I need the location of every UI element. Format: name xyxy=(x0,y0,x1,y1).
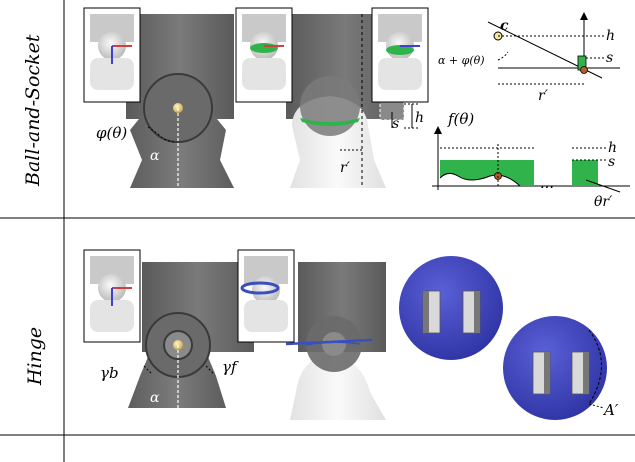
phi-label: φ(θ) xyxy=(96,124,127,142)
gamma-f-label: γf xyxy=(222,358,239,376)
angle-label-top-diagram: α + φ(θ) xyxy=(438,54,485,67)
s-label-bs: s xyxy=(392,116,399,132)
inset-render-ball-socket-3 xyxy=(371,7,429,103)
a-prime-label: A′ xyxy=(602,401,619,419)
h-label-top-diagram: h xyxy=(606,28,615,44)
ball-socket-joint-illustration xyxy=(126,14,234,188)
geometry-diagram-top xyxy=(487,12,620,85)
inset-render-ball-socket-2 xyxy=(235,7,293,103)
inset-render-hinge-2 xyxy=(237,249,295,343)
blue-disk-bottom xyxy=(503,316,607,420)
s-label-bottom-diagram: s xyxy=(608,154,615,170)
blue-disk-top xyxy=(399,256,503,360)
f-theta-plot xyxy=(432,126,630,193)
inset-render-hinge-1 xyxy=(83,249,141,343)
r-prime-label-top-diagram: r′ xyxy=(538,88,549,104)
r-prime-label-bs: r′ xyxy=(340,160,351,176)
alpha-label-hinge: α xyxy=(150,390,160,406)
alpha-label-bs: α xyxy=(150,148,160,164)
hinge-joint-illustration xyxy=(128,262,254,410)
inset-render-ball-socket-1 xyxy=(83,7,141,103)
h-label-bottom-diagram: h xyxy=(608,140,617,156)
theta-r-axis-label: θr′ xyxy=(594,194,613,210)
s-label-top-diagram: s xyxy=(606,50,613,66)
hinge-ring-illustration xyxy=(285,262,386,420)
gamma-b-label: γb xyxy=(100,364,119,382)
f-theta-label: f(θ) xyxy=(447,110,474,128)
h-label-bs: h xyxy=(415,110,424,126)
c-label: c xyxy=(500,18,509,34)
ellipsis-label: … xyxy=(540,176,554,192)
